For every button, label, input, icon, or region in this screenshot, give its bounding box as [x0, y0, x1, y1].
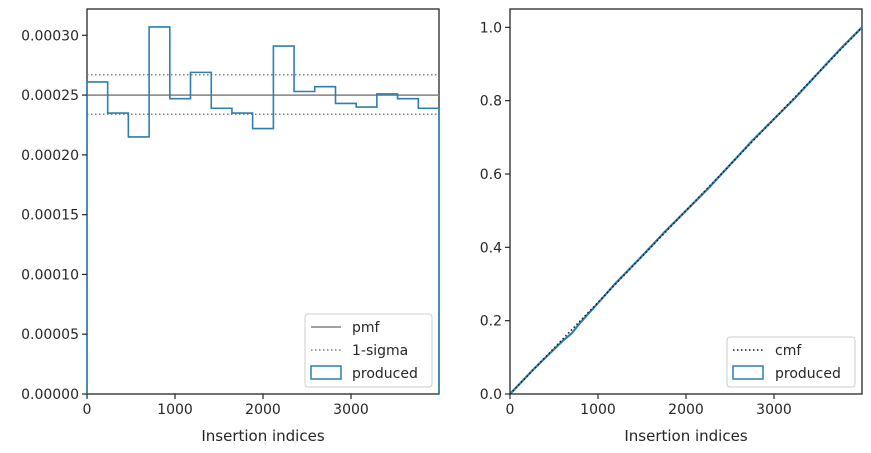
y-tick-label: 0.00015	[21, 208, 79, 224]
left-chart-data	[86, 26, 440, 394]
left-chart-x-axis-label: Insertion indices	[201, 427, 324, 445]
legend-produced-label: produced	[352, 366, 418, 382]
x-tick-label: 1000	[580, 402, 616, 418]
y-tick-label: 0.00020	[21, 148, 79, 164]
right-chart-legend-box	[726, 336, 856, 388]
y-tick-label: 0.00025	[21, 88, 79, 104]
right-chart-legend: cmf produced	[726, 336, 856, 388]
right-chart-x-axis-label: Insertion indices	[624, 427, 747, 445]
y-tick-label: 0.00030	[21, 28, 79, 44]
right-chart-data	[509, 26, 863, 395]
x-tick-label: 2000	[245, 402, 281, 418]
left-chart-panel: 0 1000 2000 3000 0.000000.000050.000100.000…	[21, 8, 440, 445]
y-tick-label: 0.2	[480, 314, 502, 330]
y-tick-label: 0.4	[480, 240, 502, 256]
right-chart-x-ticks: 0 1000 2000 3000	[506, 394, 792, 418]
legend-pmf-label: pmf	[352, 320, 381, 336]
left-chart-legend: pmf 1-sigma produced	[304, 313, 433, 388]
produced-histogram	[86, 26, 440, 394]
y-tick-label: 0.00010	[21, 267, 79, 283]
legend-produced-swatch	[310, 365, 342, 380]
y-tick-label: 0.0	[480, 387, 502, 403]
x-tick-label: 0	[506, 402, 515, 418]
left-chart-x-ticks: 0 1000 2000 3000	[83, 394, 369, 418]
y-tick-label: 0.8	[480, 94, 502, 110]
y-tick-label: 0.00000	[21, 387, 79, 403]
legend-cmf-label: cmf	[775, 343, 802, 359]
cmf-line	[509, 26, 863, 395]
x-tick-label: 2000	[668, 402, 704, 418]
x-tick-label: 0	[83, 402, 92, 418]
right-chart-y-ticks: 0.0 0.2 0.4 0.6 0.8 1.0	[480, 20, 510, 403]
y-tick-label: 0.00005	[21, 327, 79, 343]
y-tick-label: 1.0	[480, 20, 502, 36]
left-chart-legend-box	[304, 313, 433, 388]
y-tick-label: 0.6	[480, 167, 502, 183]
x-tick-label: 3000	[756, 402, 792, 418]
right-chart-frame	[509, 8, 863, 395]
x-tick-label: 1000	[157, 402, 193, 418]
legend-produced-swatch	[732, 365, 764, 380]
right-chart-panel: 0 1000 2000 3000 0.0 0.2 0.4 0.6 0.8 1.0 Inserti…	[480, 8, 863, 445]
x-tick-label: 3000	[333, 402, 369, 418]
left-chart-y-ticks: 0.00000 0.00005 0.00010 0.00015 0.00020 0.000…	[21, 28, 87, 403]
legend-1-sigma-label: 1-sigma	[352, 343, 408, 359]
legend-produced-label: produced	[775, 366, 841, 382]
